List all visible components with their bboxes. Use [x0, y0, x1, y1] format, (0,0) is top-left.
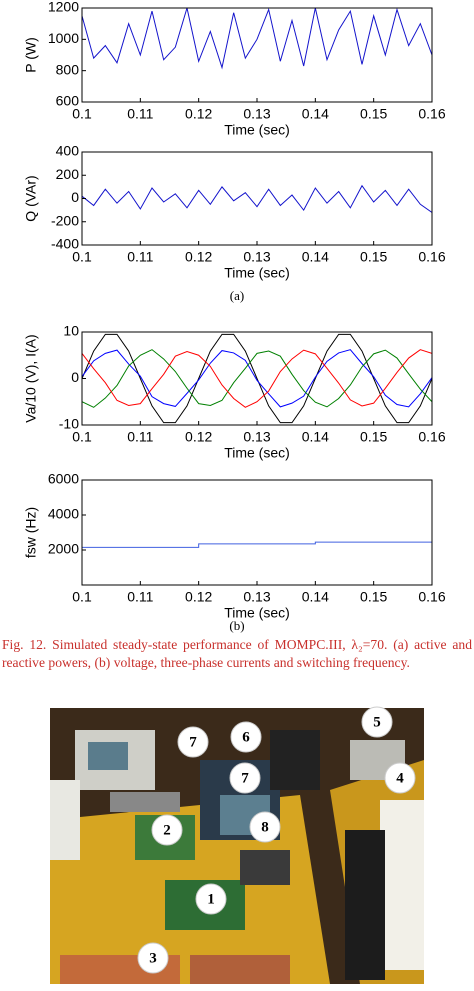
y-tick-label: 600: [56, 93, 80, 109]
panel: [380, 800, 424, 970]
label-badge: [177, 726, 209, 758]
label-badge: [384, 762, 416, 794]
photo: 7 6 5 7 4 2 8 1 3: [50, 706, 424, 984]
x-tick-label: 0.13: [243, 429, 270, 445]
x-tick-label: 0.15: [360, 429, 387, 445]
photo-label: 5: [373, 714, 381, 730]
y-tick-label: 1200: [48, 0, 79, 15]
multimeter: [240, 850, 290, 885]
x-tick-label: 0.16: [418, 589, 445, 605]
series-line: [82, 349, 432, 408]
x-tick-label: 0.15: [360, 249, 387, 265]
y-axis-label: Va/10 (V), I(A): [23, 334, 39, 422]
x-tick-label: 0.16: [418, 429, 445, 445]
power-supply: [110, 792, 180, 812]
chart: 0.1 0.11 0.12 0.13 0.14 0.15 0.16 600 800 1000 120…: [23, 0, 446, 138]
x-tick-label: 0.1: [72, 589, 92, 605]
chart: 0.1 0.11 0.12 0.13 0.14 0.15 0.16 -10 0 10 Time (s…: [23, 323, 446, 461]
x-tick-label: 0.15: [360, 589, 387, 605]
y-tick-label: -400: [51, 236, 79, 252]
panel-label: (b): [229, 618, 244, 633]
photo-label: 7: [241, 770, 249, 786]
series-line: [82, 349, 432, 408]
x-tick-label: 0.13: [243, 106, 270, 122]
photo-label: 7: [189, 734, 197, 750]
y-axis-label: Q (VAr): [23, 175, 39, 221]
x-tick-label: 0.15: [360, 106, 387, 122]
x-tick-label: 0.1: [72, 429, 92, 445]
label-badge: [249, 811, 281, 843]
label-badge: [230, 721, 262, 753]
y-tick-label: 1000: [48, 30, 79, 46]
series-line: [82, 333, 432, 424]
photo-label: 1: [207, 891, 215, 907]
label-badge: [151, 814, 183, 846]
terminals: [190, 955, 290, 984]
equipment: [270, 730, 320, 790]
photo-label: 3: [149, 950, 157, 966]
y-axis-label: P (W): [23, 37, 39, 73]
y-tick-label: 2000: [48, 541, 79, 557]
figure: (a) (b) 0.1 0.11 0.12 0.13 0.14 0.15 0.16 600 80…: [23, 0, 446, 633]
x-tick-label: 0.12: [185, 589, 212, 605]
y-tick-label: 200: [56, 166, 80, 182]
y-axis-label: fsw (Hz): [23, 507, 39, 558]
figure-caption: Fig. 12. Simulated steady-state performa…: [2, 637, 472, 670]
y-tick-label: 6000: [48, 471, 79, 487]
photo-labels: 7 6 5 7 4 2 8 1 3: [137, 706, 416, 974]
label-badge: [195, 883, 227, 915]
y-tick-label: 400: [56, 143, 80, 159]
x-tick-label: 0.1: [72, 249, 92, 265]
x-tick-label: 0.14: [302, 249, 329, 265]
x-tick-label: 0.11: [127, 429, 153, 445]
label-badge: [137, 942, 169, 974]
equipment: [50, 780, 80, 860]
x-tick-label: 0.16: [418, 106, 445, 122]
series-line: [82, 184, 432, 213]
x-tick-label: 0.14: [302, 589, 329, 605]
x-tick-label: 0.13: [243, 589, 270, 605]
y-tick-label: -200: [51, 212, 79, 228]
y-tick-label: 10: [63, 323, 79, 339]
x-tick-label: 0.11: [127, 106, 153, 122]
y-tick-label: 0: [71, 189, 79, 205]
chart: 0.1 0.11 0.12 0.13 0.14 0.15 0.16 2000 4000 6000 T…: [23, 471, 446, 621]
plot-frame: [81, 151, 433, 246]
x-tick-label: 0.12: [185, 249, 212, 265]
x-tick-label: 0.14: [302, 429, 329, 445]
x-tick-label: 0.12: [185, 106, 212, 122]
sensors: [345, 830, 385, 980]
photo-label: 6: [242, 729, 250, 745]
label-badge: [229, 762, 261, 794]
photo-label: 8: [261, 819, 269, 835]
x-tick-label: 0.11: [127, 589, 153, 605]
x-tick-label: 0.11: [127, 249, 153, 265]
x-axis-label: Time (sec): [224, 265, 290, 281]
y-tick-label: 4000: [48, 506, 79, 522]
x-axis-label: Time (sec): [224, 445, 290, 461]
y-tick-label: -10: [59, 416, 79, 432]
y-tick-label: 800: [56, 61, 80, 77]
x-axis-label: Time (sec): [224, 122, 290, 138]
series-line: [82, 349, 432, 408]
x-tick-label: 0.12: [185, 429, 212, 445]
x-tick-label: 0.16: [418, 249, 445, 265]
plot-frame: [81, 479, 433, 586]
series-line: [82, 8, 432, 70]
label-badge: [361, 706, 393, 738]
x-tick-label: 0.14: [302, 106, 329, 122]
y-tick-label: 0: [71, 369, 79, 385]
x-tick-label: 0.13: [243, 249, 270, 265]
panel-label: (a): [230, 288, 244, 303]
series-line: [82, 541, 432, 548]
photo-label: 4: [396, 770, 404, 786]
screen: [88, 742, 128, 770]
chart: 0.1 0.11 0.12 0.13 0.14 0.15 0.16 -400 -200 0 200 4…: [23, 143, 446, 281]
photo-label: 2: [163, 822, 171, 838]
x-tick-label: 0.1: [72, 106, 92, 122]
plot-frame: [81, 7, 433, 103]
x-axis-label: Time (sec): [224, 605, 290, 621]
